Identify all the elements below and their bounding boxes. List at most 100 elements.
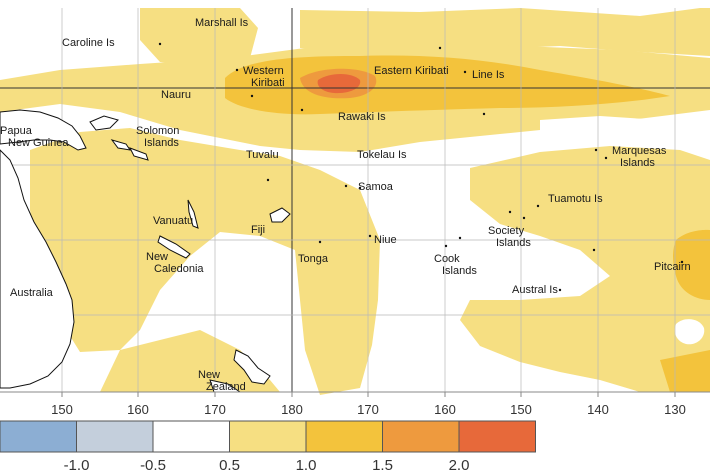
island-dot	[300, 108, 304, 112]
island-dot	[680, 260, 684, 264]
island-dot	[250, 94, 254, 98]
anomaly-shading	[0, 8, 710, 395]
place-label-austral: Austral Is	[512, 284, 558, 296]
place-label-cook: Cook Islands	[434, 253, 477, 277]
legend-swatch	[458, 420, 536, 453]
place-label-new-zealand: New Zealand	[198, 369, 246, 393]
anomaly-band-south-east-warm	[660, 350, 710, 392]
legend-label: 1.0	[296, 457, 317, 473]
place-label-line: Marshall Is	[195, 17, 249, 29]
legend-swatch	[305, 420, 383, 453]
anomaly-hole-marquesas	[540, 116, 700, 146]
island-dot	[266, 178, 270, 182]
lon-tick-label: 170	[357, 402, 379, 417]
place-label-line: Line Is	[472, 69, 505, 81]
place-label-caroline: Caroline Is	[62, 37, 115, 49]
place-label-line: Cook	[434, 253, 460, 265]
place-label-line: Papua	[0, 125, 33, 137]
place-label-tokelau: Tokelau Is	[357, 149, 407, 161]
anomaly-band-north-top	[140, 8, 258, 68]
island-dot	[558, 288, 562, 292]
place-label-tuvalu: Tuvalu	[246, 149, 279, 161]
place-label-line: Rawaki Is	[338, 111, 386, 123]
place-label-line: Tonga	[298, 253, 329, 265]
longitude-axis: 150 160 170 180 170 160 150 140 130	[0, 391, 710, 417]
place-label-line: Society	[488, 225, 525, 237]
place-labels: Marshall Is Caroline Is Western Kiribati Eas…	[0, 17, 691, 393]
place-label-line: Pitcairn	[654, 261, 691, 273]
island-dot	[368, 234, 372, 238]
lon-tick-label: 170	[204, 402, 226, 417]
place-label-western-kiribati: Western Kiribati	[243, 65, 285, 89]
place-label-line: Western	[243, 65, 284, 77]
island-dot	[482, 112, 486, 116]
lon-tick-label: 180	[281, 402, 303, 417]
place-label-line: Islands	[620, 157, 655, 169]
island-dot	[463, 70, 467, 74]
island-dot	[508, 210, 512, 214]
place-label-line: Solomon	[136, 125, 179, 137]
place-label-line: Austral Is	[512, 284, 558, 296]
landmass-solomon-2	[128, 147, 149, 161]
place-label-png: Papua New Guinea	[0, 125, 69, 149]
lon-tick-label: 150	[51, 402, 73, 417]
place-label-line: Islands	[442, 265, 477, 277]
island-dot	[235, 68, 239, 72]
legend-label: -1.0	[64, 457, 90, 473]
place-label-line: Islands	[144, 137, 179, 149]
landmass-png	[0, 109, 87, 151]
place-label-line: Kiribati	[251, 77, 285, 89]
legend-label: 2.0	[449, 457, 470, 473]
place-label-solomon: Solomon Islands	[136, 125, 179, 149]
landmasses	[0, 109, 291, 393]
place-label-marshall: Marshall Is	[195, 17, 249, 29]
lon-tick-label: 150	[510, 402, 532, 417]
place-label-eastern-kiribati: Eastern Kiribati	[374, 65, 449, 77]
lon-tick-label: 160	[127, 402, 149, 417]
island-dot	[592, 248, 596, 252]
lon-tick-label: 130	[664, 402, 686, 417]
graticule	[0, 8, 710, 392]
place-label-line: Vanuatu	[153, 215, 193, 227]
place-label-line: Niue	[374, 234, 397, 246]
place-label-line: Caledonia	[154, 263, 204, 275]
colour-legend: -1.0 -0.5 0.5 1.0 1.5 2.0	[0, 420, 536, 473]
landmass-vanuatu	[187, 199, 199, 229]
place-label-rawaki: Rawaki Is	[338, 111, 386, 123]
anomaly-band-eastern-south	[460, 146, 710, 392]
landmass-fiji	[269, 207, 291, 223]
landmass-new-zealand	[233, 349, 271, 385]
anomaly-band-pitcairn	[673, 229, 710, 300]
legend-swatch	[382, 420, 460, 453]
place-label-australia: Australia	[10, 287, 54, 299]
landmass-new-caledonia	[157, 235, 191, 259]
island-dot	[458, 236, 462, 240]
place-label-tuamotu: Tuamotu Is	[548, 193, 603, 205]
island-dot	[158, 42, 162, 46]
place-label-line: New	[146, 251, 168, 263]
legend-swatch	[0, 420, 77, 453]
place-label-line: New	[198, 369, 220, 381]
island-dot	[594, 148, 598, 152]
place-label-line: Tuamotu Is	[548, 193, 603, 205]
place-label-marquesas: Marquesas Islands	[612, 145, 667, 169]
island-dot	[604, 156, 608, 160]
legend-label: -0.5	[140, 457, 166, 473]
place-label-line: Zealand	[206, 381, 246, 393]
island-dot	[358, 186, 362, 190]
place-label-line: Eastern Kiribati	[374, 65, 449, 77]
island-dot	[318, 240, 322, 244]
place-label-pitcairn: Pitcairn	[654, 261, 691, 273]
place-label-line: Australia	[10, 287, 54, 299]
island-dot	[444, 244, 448, 248]
place-label-society: Society Islands	[488, 225, 531, 249]
place-label-line: Samoa	[358, 181, 394, 193]
place-label-tonga: Tonga	[298, 253, 329, 265]
place-label-new-caledonia: New Caledonia	[146, 251, 204, 275]
legend-swatch	[76, 420, 154, 453]
place-label-line: Fiji	[251, 224, 265, 236]
place-label-nauru: Nauru	[161, 89, 191, 101]
legend-swatch	[152, 420, 230, 453]
place-label-niue: Niue	[374, 234, 397, 246]
